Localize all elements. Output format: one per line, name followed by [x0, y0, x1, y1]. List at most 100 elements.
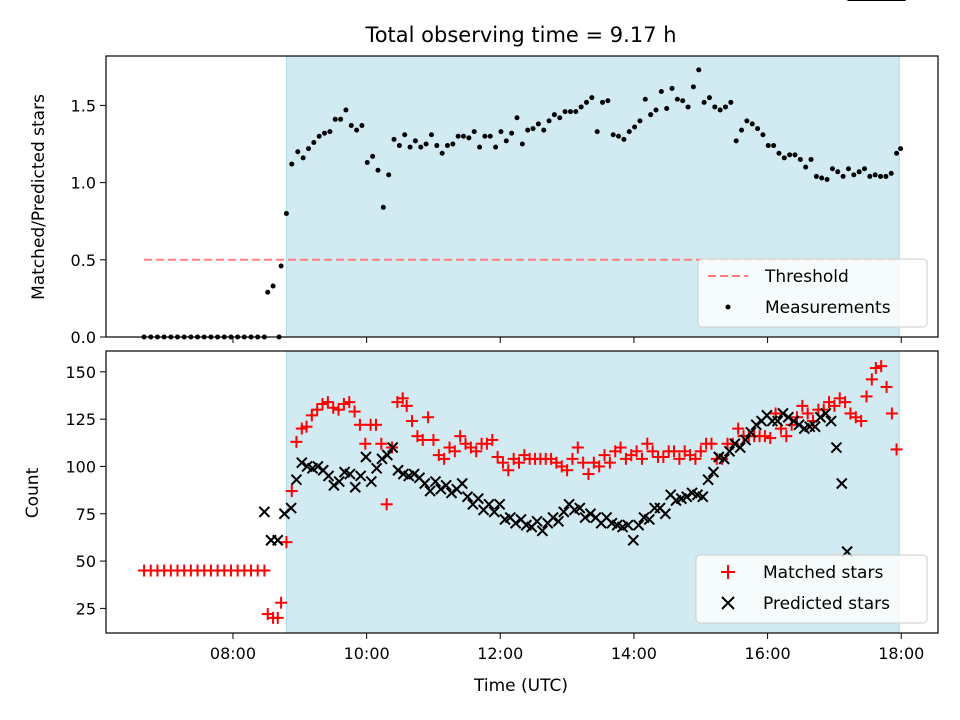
measurement-point: [717, 107, 723, 113]
matched-star-point: [369, 418, 382, 431]
legend-threshold-label: Threshold: [764, 267, 849, 287]
measurement-point: [487, 133, 493, 139]
predicted-star-point: [386, 441, 399, 454]
matched-star-point: [839, 396, 852, 409]
matched-star-point: [422, 411, 435, 424]
matched-star-point: [427, 433, 440, 446]
measurement-point: [386, 172, 392, 178]
measurement-point: [305, 146, 311, 152]
measurement-point: [829, 166, 835, 172]
measurement-point: [898, 146, 904, 152]
measurement-point: [883, 173, 889, 179]
predicted-star-point: [360, 451, 372, 463]
matched-star-point: [271, 611, 284, 624]
matched-star-point: [332, 403, 345, 416]
legend-measurements-swatch: [725, 304, 731, 310]
measurement-point: [658, 89, 664, 95]
matched-star-point: [780, 430, 793, 443]
predicted-star-point: [825, 415, 837, 427]
measurement-point: [861, 166, 867, 172]
measurement-point: [685, 104, 691, 110]
measurement-point: [733, 138, 739, 144]
matched-star-point: [337, 397, 350, 410]
measurement-point: [722, 104, 728, 110]
predicted-star-point: [290, 473, 303, 486]
predicted-star-point: [381, 449, 394, 461]
legend-matched-swatch: [721, 565, 735, 579]
matched-star-point: [375, 437, 388, 450]
predicted-star-point: [285, 502, 297, 514]
predicted-star-point: [745, 426, 757, 439]
measurement-point: [455, 133, 461, 139]
matched-star-point: [258, 564, 271, 577]
measurement-point: [300, 155, 306, 161]
predicted-star-point: [632, 519, 645, 531]
measurement-point: [270, 283, 276, 289]
legend-predicted-swatch: [721, 596, 735, 610]
measurement-point: [482, 133, 488, 139]
measurement-point: [466, 135, 472, 141]
measurement-point: [573, 109, 579, 115]
predicted-star-point: [574, 502, 586, 514]
matched-star-point: [657, 450, 670, 463]
measurement-point: [471, 129, 477, 135]
predicted-star-point: [787, 415, 800, 427]
predicted-star-point: [750, 419, 762, 431]
matched-star-point: [502, 464, 515, 477]
measurement-point: [690, 84, 696, 90]
predicted-star-point: [622, 519, 634, 531]
matched-star-point: [496, 456, 509, 469]
measurement-point: [878, 173, 884, 179]
top-panel: 0.0 0.5 1.0 1.5: [71, 55, 939, 347]
predicted-star-point: [322, 470, 335, 482]
predicted-star-point: [344, 468, 356, 480]
matched-star-point: [316, 397, 329, 410]
measurement-point: [509, 130, 515, 136]
measurement-point: [535, 121, 541, 127]
predicted-star-point: [328, 479, 340, 492]
matched-star-point: [566, 452, 579, 465]
matched-star-point: [359, 437, 372, 450]
matched-star-point: [705, 437, 718, 450]
measurement-point: [557, 115, 563, 121]
measurement-point: [594, 129, 600, 135]
measurement-point: [354, 127, 360, 133]
measurement-point: [616, 133, 622, 139]
measurement-point: [626, 129, 632, 135]
predicted-star-point: [312, 460, 324, 473]
matched-star-point: [561, 464, 574, 477]
measurement-point: [359, 122, 365, 128]
predicted-star-point: [461, 491, 474, 503]
measurement-point: [845, 166, 851, 172]
predicted-star-point: [579, 511, 591, 524]
matched-star-point: [275, 596, 288, 609]
measurement-point: [283, 210, 289, 216]
predicted-star-point: [376, 453, 388, 465]
x-tick-label: 18:00: [878, 644, 924, 663]
predicted-star-point: [509, 517, 522, 529]
matched-star-point: [668, 445, 681, 458]
top-y-tick-label: 1.5: [71, 96, 96, 115]
measurement-point: [664, 105, 670, 111]
predicted-star-point: [809, 420, 821, 433]
x-tick-label: 12:00: [477, 644, 523, 663]
matched-star-point: [571, 441, 584, 454]
predicted-star-point: [272, 534, 284, 546]
measurement-point: [856, 169, 862, 175]
measurement-point: [428, 132, 434, 138]
bottom-y-tick-label: 75: [76, 505, 96, 524]
measurement-point: [605, 98, 611, 104]
matched-star-point: [885, 407, 898, 420]
measurement-point: [792, 152, 798, 158]
measurement-point: [728, 99, 734, 105]
predicted-star-point: [333, 475, 345, 488]
predicted-star-point: [445, 487, 458, 499]
matched-star-point: [860, 390, 873, 403]
measurement-point: [824, 177, 830, 183]
legend-predicted-label: Predicted stars: [763, 594, 890, 614]
top-y-tick-label: 0.0: [71, 328, 96, 347]
predicted-star-point: [584, 508, 597, 520]
measurement-point: [396, 143, 402, 149]
matched-star-point: [470, 445, 483, 458]
predicted-star-point: [814, 411, 827, 423]
